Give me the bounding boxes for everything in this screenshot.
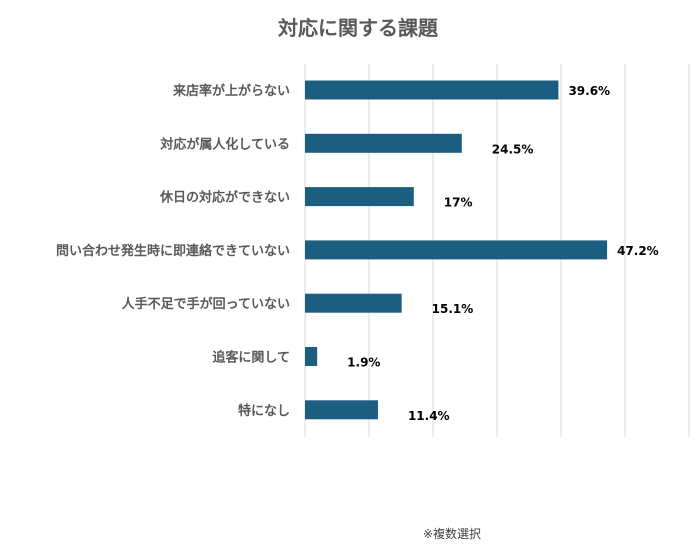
data-label: 1.9%	[347, 356, 380, 370]
data-label: 39.6%	[568, 84, 610, 98]
bar	[305, 240, 608, 260]
bar	[305, 187, 414, 207]
data-label: 47.2%	[617, 244, 659, 258]
data-labels: 39.6% 24.5% 17% 47.2% 15.1% 1.9% 11.4%	[347, 84, 659, 423]
category-label: 人手不足で手が回っていない	[122, 296, 290, 312]
footnote: ※複数選択	[423, 526, 481, 541]
category-label: 特になし	[238, 403, 290, 419]
bar	[305, 293, 402, 313]
category-label: 問い合わせ発生時に即連絡できていない	[56, 243, 290, 259]
category-label: 休日の対応ができない	[159, 190, 290, 206]
data-label: 15.1%	[432, 302, 474, 316]
bars	[305, 80, 608, 420]
bar	[305, 133, 462, 153]
data-label: 11.4%	[408, 409, 450, 423]
data-label: 24.5%	[492, 142, 534, 156]
data-label: 17%	[444, 196, 473, 210]
bar	[305, 400, 378, 420]
category-label: 対応が属人化している	[159, 136, 290, 152]
chart-title: 対応に関する課題	[277, 16, 439, 40]
bar	[305, 80, 559, 100]
category-label: 追客に関して	[212, 350, 290, 366]
bar	[305, 347, 318, 366]
category-labels: 来店率が上がらない対応が属人化している休日の対応ができない問い合わせ発生時に即連…	[56, 83, 290, 419]
category-label: 来店率が上がらない	[172, 83, 290, 99]
